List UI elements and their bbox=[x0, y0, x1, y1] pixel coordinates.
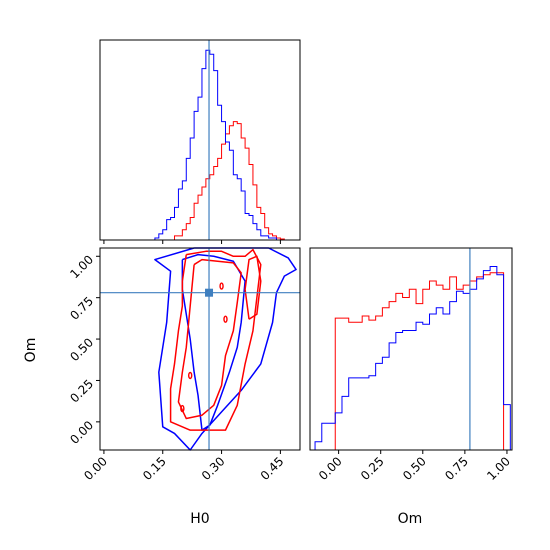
contour-red-outer bbox=[169, 248, 262, 431]
contour-truth-marker bbox=[205, 288, 214, 297]
contour-red-spot-1 bbox=[219, 282, 224, 290]
contour-x-tick-label-0: 0.00 bbox=[81, 454, 110, 483]
om-hist-x-tick-label-4: 1.00 bbox=[484, 454, 513, 483]
x-axis-label-h0: H0 bbox=[190, 511, 209, 527]
h0-hist-frame bbox=[99, 39, 301, 241]
contour-y-ticks: 0.00 0.25 0.50 0.75 1.00 bbox=[67, 253, 100, 447]
contour-red-inner bbox=[177, 258, 242, 420]
contour-y-tick-label-2: 0.50 bbox=[67, 335, 96, 364]
om-hist-x-ticks: 0.00 0.25 0.50 0.75 1.00 bbox=[316, 450, 513, 483]
contour-blue-inner bbox=[181, 253, 246, 431]
h0-hist-blue bbox=[154, 49, 289, 241]
contour-x-tick-label-2: 0.30 bbox=[199, 454, 228, 483]
contour-x-tick-label-1: 0.15 bbox=[140, 454, 169, 483]
panel-om-marginal: 0.00 0.25 0.50 0.75 1.00 Om bbox=[309, 247, 513, 527]
panel-h0-marginal bbox=[99, 39, 301, 244]
h0-hist-red bbox=[154, 121, 289, 241]
contour-blue-outer bbox=[154, 247, 297, 451]
om-hist-series bbox=[314, 266, 511, 451]
om-hist-blue bbox=[314, 266, 511, 450]
h0-hist-ticks bbox=[103, 240, 281, 244]
om-hist-red bbox=[315, 272, 511, 451]
om-hist-x-tick-label-2: 0.50 bbox=[400, 454, 429, 483]
om-hist-frame bbox=[309, 247, 513, 451]
contour-red-spot-0 bbox=[180, 404, 185, 413]
contour-red-spot-2 bbox=[223, 315, 228, 323]
contour-x-tick-label-3: 0.45 bbox=[258, 454, 287, 483]
x-axis-label-om: Om bbox=[398, 511, 423, 527]
om-hist-x-tick-label-0: 0.00 bbox=[316, 454, 345, 483]
contour-y-tick-label-4: 1.00 bbox=[67, 253, 96, 282]
om-hist-x-tick-label-3: 0.75 bbox=[442, 454, 471, 483]
om-hist-x-tick-label-1: 0.25 bbox=[358, 454, 387, 483]
contour-y-tick-label-3: 0.75 bbox=[67, 294, 96, 323]
panel-h0-om-contour: 0.00 0.15 0.30 0.45 0.00 0.25 0.50 0.75 1.00 H0… bbox=[23, 247, 301, 527]
contour-red-inner-island bbox=[244, 255, 262, 320]
contour-frame bbox=[99, 247, 301, 451]
h0-hist-series bbox=[154, 49, 289, 241]
y-axis-label-om: Om bbox=[23, 338, 39, 363]
contour-y-tick-label-0: 0.00 bbox=[67, 418, 96, 447]
contour-red-spot-3 bbox=[187, 371, 193, 380]
contour-y-tick-label-1: 0.25 bbox=[67, 377, 96, 406]
contour-series bbox=[154, 247, 297, 451]
contour-x-ticks: 0.00 0.15 0.30 0.45 bbox=[81, 450, 287, 483]
